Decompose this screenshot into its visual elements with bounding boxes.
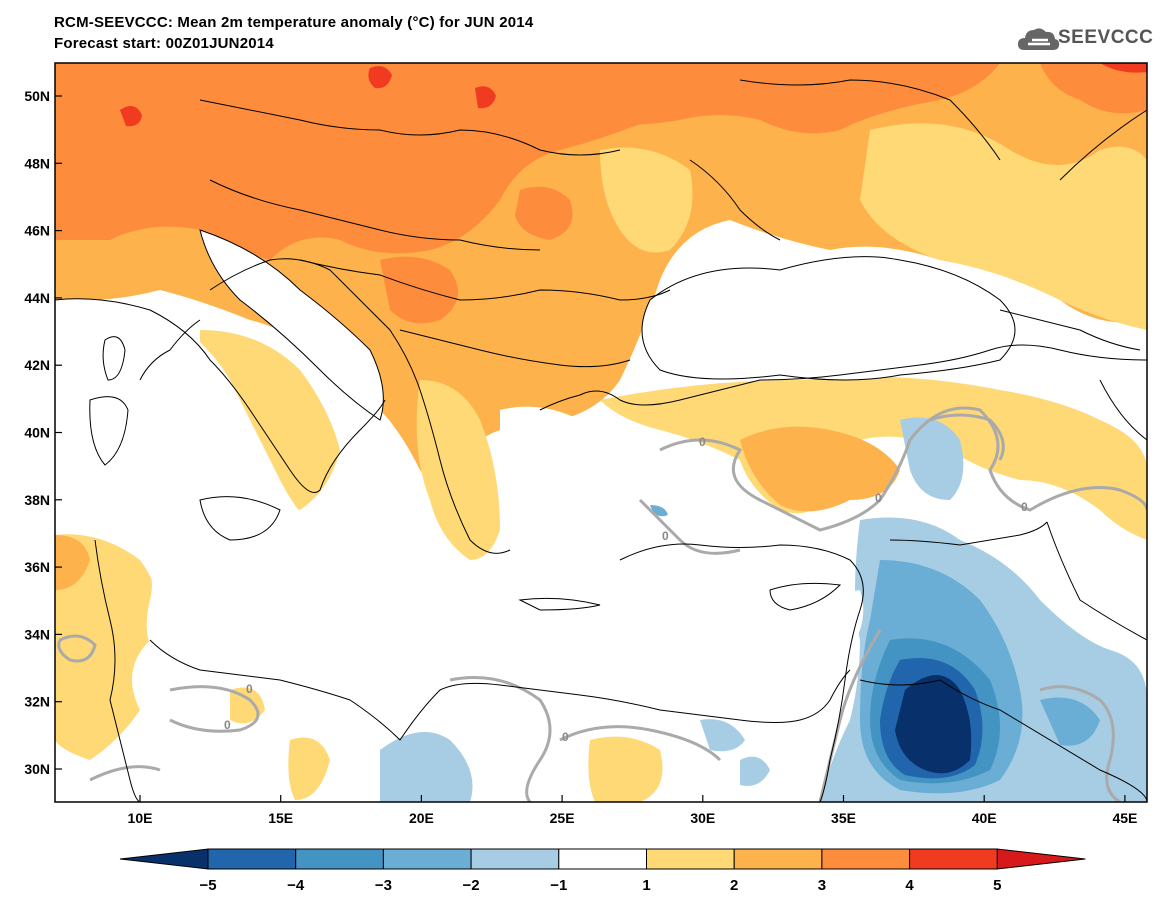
colorbar: −5 −4 −3 −2 −1 1 2 3 4 5 bbox=[119, 848, 1086, 894]
contour-label: 0 bbox=[662, 529, 669, 543]
colorbar-segment bbox=[733, 848, 823, 870]
lat-label: 50N bbox=[24, 88, 50, 104]
colorbar-segment bbox=[909, 848, 998, 870]
lon-label: 15E bbox=[268, 810, 293, 826]
lat-label: 36N bbox=[24, 559, 50, 575]
lat-label: 32N bbox=[24, 694, 50, 710]
lon-label: 25E bbox=[550, 810, 575, 826]
colorbar-segment bbox=[558, 848, 647, 870]
lon-label: 10E bbox=[128, 810, 153, 826]
colorbar-segment bbox=[821, 848, 911, 870]
lon-label: 20E bbox=[409, 810, 434, 826]
cloud-logo-icon bbox=[1018, 28, 1060, 50]
contour-label: 0 bbox=[699, 435, 706, 449]
lat-label: 48N bbox=[24, 155, 50, 171]
colorbar-segment bbox=[207, 848, 297, 870]
contour-label: 0 bbox=[875, 491, 882, 505]
lat-label: 34N bbox=[24, 626, 50, 642]
colorbar-segment bbox=[470, 848, 560, 870]
colorbar-tick-label: −2 bbox=[463, 877, 480, 894]
colorbar-tick-label: 1 bbox=[642, 877, 650, 894]
colorbar-arrow-left bbox=[119, 848, 209, 870]
colorbar-tick-label: 5 bbox=[993, 877, 1001, 894]
colorbar-tick-label: 2 bbox=[730, 877, 738, 894]
colorbar-arrow-right bbox=[996, 848, 1086, 870]
lat-label: 30N bbox=[24, 761, 50, 777]
colorbar-tick-label: −4 bbox=[287, 877, 305, 894]
contour-label: 0 bbox=[1021, 500, 1028, 514]
forecast-start-label: Forecast start: 00Z01JUN2014 bbox=[54, 35, 274, 52]
colorbar-tick-label: 4 bbox=[905, 877, 914, 894]
colorbar-tick-label: −5 bbox=[199, 877, 216, 894]
lat-label: 46N bbox=[24, 223, 50, 239]
colorbar-tick-label: 3 bbox=[818, 877, 826, 894]
lon-label: 30E bbox=[690, 810, 715, 826]
colorbar-tick-label: −1 bbox=[550, 877, 567, 894]
lat-label: 40N bbox=[24, 425, 50, 441]
lat-label: 38N bbox=[24, 492, 50, 508]
contour-label: 0 bbox=[246, 682, 253, 696]
colorbar-segment bbox=[382, 848, 472, 870]
colorbar-tick-label: −3 bbox=[375, 877, 392, 894]
lon-label: 45E bbox=[1112, 810, 1137, 826]
contour-label: 0 bbox=[224, 718, 231, 732]
logo-text: SEEVCCC bbox=[1058, 27, 1154, 48]
contour-label: 0 bbox=[562, 730, 569, 744]
lon-label: 35E bbox=[831, 810, 856, 826]
lat-label: 42N bbox=[24, 357, 50, 373]
colorbar-segment bbox=[295, 848, 384, 870]
colorbar-segment bbox=[646, 848, 735, 870]
lat-label: 44N bbox=[24, 290, 50, 306]
map-title: RCM-SEEVCCC: Mean 2m temperature anomaly… bbox=[54, 14, 534, 31]
lon-label: 40E bbox=[972, 810, 997, 826]
